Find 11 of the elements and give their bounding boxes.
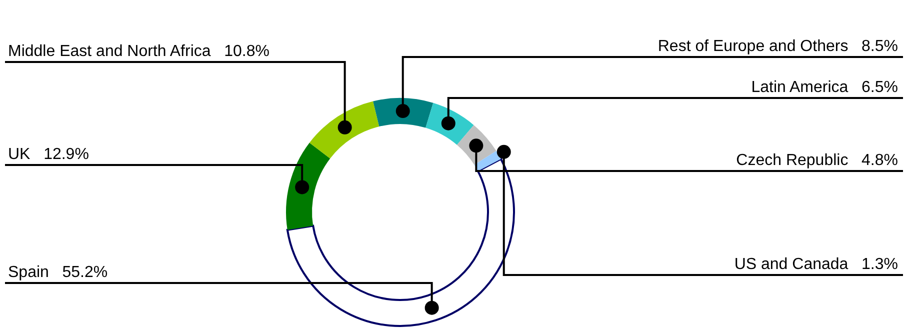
slice-label: Middle East and North Africa 10.8% (8, 43, 270, 60)
donut-slice (286, 158, 515, 327)
donut-slice (474, 150, 501, 172)
donut-slice (309, 101, 380, 158)
slice-label: UK 12.9% (8, 146, 89, 163)
slice-label: Czech Republic 4.8% (736, 152, 898, 169)
slice-label: US and Canada 1.3% (734, 256, 898, 273)
donut-slice (286, 142, 330, 230)
slice-label: Latin America 6.5% (751, 79, 898, 96)
slice-label: Rest of Europe and Others 8.5% (658, 38, 898, 55)
slice-label: Spain 55.2% (8, 264, 108, 281)
